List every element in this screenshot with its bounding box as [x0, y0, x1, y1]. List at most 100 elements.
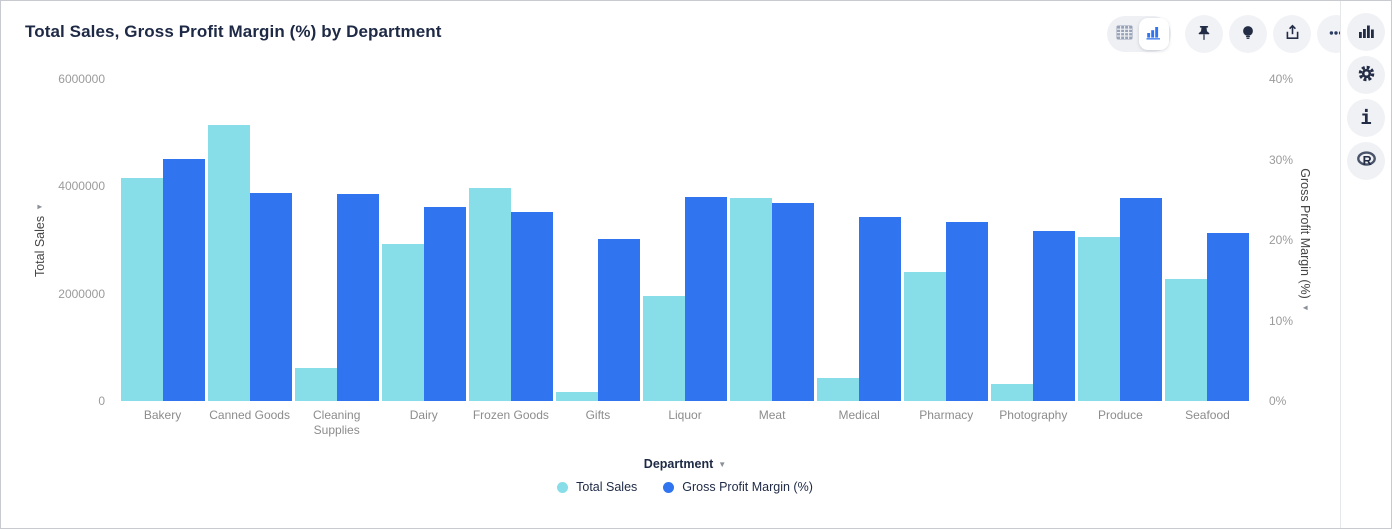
right-axis-tick: 20% — [1269, 233, 1294, 247]
export-button[interactable] — [1273, 15, 1311, 53]
left-axis-title: Total Sales — [33, 215, 48, 278]
x-axis-label-liquor: Liquor — [668, 408, 702, 422]
left-axis-tick: 4000000 — [58, 179, 105, 193]
bar-chart-icon — [1146, 25, 1162, 43]
x-axis-label-medical: Medical — [838, 408, 880, 422]
bar-group-liquor — [641, 79, 728, 401]
bar-total-sales-liquor[interactable] — [643, 296, 685, 401]
bar-group-canned-goods — [206, 79, 293, 401]
chart-view-button[interactable] — [1139, 18, 1169, 50]
chart-legend: Total Sales Gross Profit Margin (%) — [119, 480, 1251, 494]
bar-group-cleaning-supplies — [293, 79, 380, 401]
bar-gross-profit-margin-seafood[interactable] — [1207, 233, 1250, 401]
settings-button[interactable] — [1347, 56, 1385, 94]
bar-total-sales-frozen-goods[interactable] — [468, 188, 511, 401]
right-axis-caret-icon[interactable]: ▼ — [1301, 303, 1311, 312]
pin-icon — [1196, 25, 1212, 44]
bar-total-sales-meat[interactable] — [730, 198, 773, 401]
legend-label: Total Sales — [576, 480, 638, 494]
legend-dot — [663, 481, 675, 493]
bar-gross-profit-margin-canned-goods[interactable] — [249, 193, 292, 401]
bar-gross-profit-margin-bakery[interactable] — [162, 159, 205, 401]
x-axis-title: Department ▼ — [119, 457, 1251, 471]
right-axis-tick: 40% — [1269, 72, 1294, 86]
bar-group-medical — [816, 79, 903, 401]
bar-total-sales-seafood[interactable] — [1165, 279, 1208, 401]
info-button[interactable]: i — [1347, 99, 1385, 137]
bar-gross-profit-margin-dairy[interactable] — [423, 207, 466, 401]
view-toggle — [1107, 16, 1171, 52]
legend-item-gross-profit-margin[interactable]: Gross Profit Margin (%) — [663, 480, 813, 494]
legend-item-total-sales[interactable]: Total Sales — [557, 480, 637, 494]
widget-toolbar — [1107, 15, 1355, 53]
x-axis-label-frozen-goods: Frozen Goods — [472, 408, 549, 422]
right-axis-title: Gross Profit Margin (%) — [1298, 168, 1313, 299]
bar-group-produce — [1077, 79, 1164, 401]
x-axis-label-photography: Photography — [999, 408, 1068, 422]
pin-button[interactable] — [1185, 15, 1223, 53]
table-icon — [1116, 25, 1133, 43]
x-axis-label-cleaning-supplies: Cleaning Supplies — [313, 408, 361, 437]
x-axis-caret-icon[interactable]: ▼ — [718, 460, 727, 469]
x-axis-label-produce: Produce — [1098, 408, 1143, 422]
bar-group-frozen-goods — [467, 79, 554, 401]
r-logo-icon: R — [1356, 150, 1377, 172]
bar-gross-profit-margin-photography[interactable] — [1033, 231, 1076, 401]
plot-area — [119, 79, 1251, 401]
bar-group-seafood — [1164, 79, 1251, 401]
x-axis-labels: Bakery Canned Goods Cleaning Supplies Dairy… — [119, 408, 1251, 438]
bar-gross-profit-margin-gifts[interactable] — [597, 239, 640, 401]
bar-gross-profit-margin-cleaning-supplies[interactable] — [336, 194, 379, 401]
bar-total-sales-dairy[interactable] — [381, 244, 424, 401]
x-axis-label-pharmacy: Pharmacy — [919, 408, 974, 422]
bar-group-photography — [990, 79, 1077, 401]
bar-total-sales-medical[interactable] — [817, 378, 860, 401]
bar-total-sales-produce[interactable] — [1078, 237, 1121, 401]
x-axis-label-bakery: Bakery — [143, 408, 182, 422]
bar-chart-icon — [1357, 23, 1375, 42]
x-axis-label-seafood: Seafood — [1185, 408, 1230, 422]
svg-text:R: R — [1362, 154, 1371, 168]
right-axis-title-wrap: Gross Profit Margin (%) ▼ — [1294, 79, 1316, 401]
bar-gross-profit-margin-meat[interactable] — [772, 203, 815, 401]
x-axis-title-label: Department — [643, 457, 714, 471]
left-axis-tick: 2000000 — [58, 287, 105, 301]
widget-title: Total Sales, Gross Profit Margin (%) by … — [25, 22, 442, 41]
chart-type-button[interactable] — [1347, 13, 1385, 51]
left-axis-tick: 6000000 — [58, 72, 105, 86]
right-axis-tick: 10% — [1269, 314, 1294, 328]
bar-total-sales-bakery[interactable] — [120, 178, 163, 401]
gear-icon — [1357, 64, 1376, 86]
bar-gross-profit-margin-frozen-goods[interactable] — [510, 212, 553, 401]
left-axis-tick: 0 — [98, 394, 105, 408]
bar-gross-profit-margin-pharmacy[interactable] — [946, 222, 989, 401]
bar-total-sales-pharmacy[interactable] — [904, 272, 947, 401]
left-axis-title-wrap: Total Sales ▼ — [29, 79, 51, 401]
bar-gross-profit-margin-liquor[interactable] — [685, 197, 727, 401]
lightbulb-icon — [1240, 25, 1256, 44]
legend-label: Gross Profit Margin (%) — [682, 480, 813, 494]
bar-total-sales-cleaning-supplies[interactable] — [294, 368, 337, 401]
bar-gross-profit-margin-medical[interactable] — [859, 217, 902, 401]
bar-gross-profit-margin-produce[interactable] — [1120, 198, 1163, 401]
bar-total-sales-photography[interactable] — [991, 384, 1034, 401]
x-axis-label-meat: Meat — [758, 408, 786, 422]
bar-group-pharmacy — [903, 79, 990, 401]
bar-total-sales-gifts[interactable] — [555, 392, 598, 401]
left-axis-caret-icon[interactable]: ▼ — [35, 202, 45, 211]
export-icon — [1284, 24, 1301, 44]
bar-group-bakery — [119, 79, 206, 401]
x-axis-label-canned-goods: Canned Goods — [209, 408, 290, 422]
info-icon: i — [1360, 106, 1372, 129]
lightbulb-button[interactable] — [1229, 15, 1267, 53]
table-view-button[interactable] — [1109, 18, 1139, 50]
right-axis-tick: 30% — [1269, 153, 1294, 167]
x-axis-label-gifts: Gifts — [585, 408, 611, 422]
bar-group-dairy — [380, 79, 467, 401]
bar-total-sales-canned-goods[interactable] — [207, 125, 250, 401]
bar-group-meat — [729, 79, 816, 401]
x-axis-label-dairy: Dairy — [409, 408, 438, 422]
right-axis-tick: 0% — [1269, 394, 1287, 408]
r-script-button[interactable]: R — [1347, 142, 1385, 180]
